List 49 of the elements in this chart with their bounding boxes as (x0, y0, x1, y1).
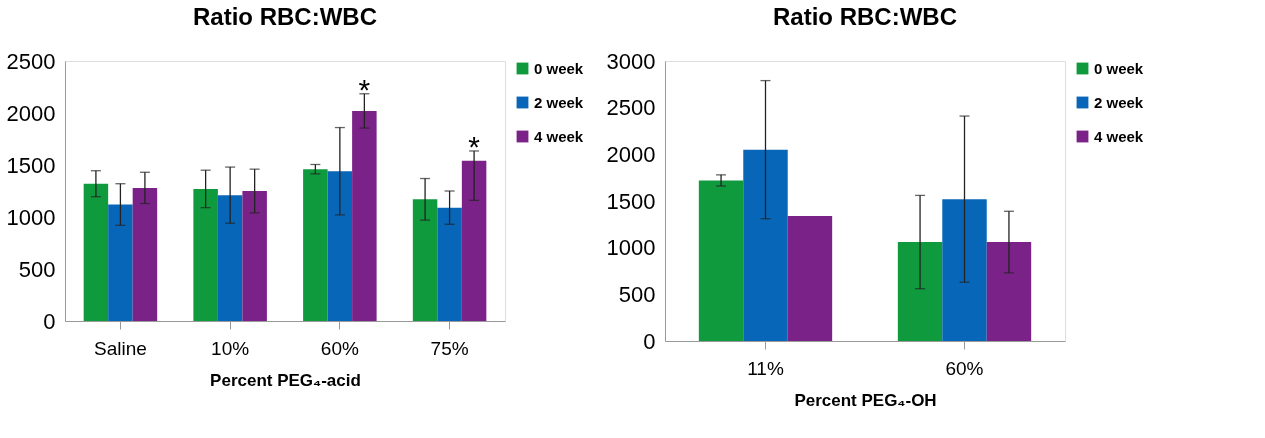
y-tick-label: 1500 (6, 152, 56, 178)
x-tick-label: 10% (211, 337, 250, 359)
bar (986, 242, 1032, 341)
legend-label: 4 week (1094, 127, 1144, 145)
chart-title: Ratio RBC:WBC (193, 3, 377, 30)
bar (412, 199, 438, 321)
bar (743, 149, 788, 341)
x-axis-title: Percent PEG₄-OH (794, 390, 937, 410)
bar (193, 188, 218, 321)
bar (217, 195, 243, 321)
legend-label: 4 week (534, 127, 584, 145)
annotation: * (468, 129, 481, 163)
legend-label: 0 week (1094, 59, 1144, 77)
x-axis-title: Percent PEG₄-acid (210, 370, 361, 390)
y-tick-label: 1000 (6, 204, 56, 230)
bar (698, 180, 744, 341)
annotation: * (358, 72, 371, 106)
legend-label: 2 week (1094, 93, 1144, 111)
y-tick-label: 3000 (606, 48, 656, 74)
bar (897, 242, 943, 341)
y-tick-label: 2000 (6, 100, 56, 126)
bar (352, 110, 377, 321)
bar (132, 187, 158, 321)
bar (461, 160, 487, 321)
y-tick-label: 2500 (6, 48, 56, 74)
x-tick-label: 75% (430, 337, 469, 359)
x-tick-label: 60% (945, 357, 984, 379)
x-tick-label: 11% (747, 357, 784, 379)
bar (437, 207, 462, 321)
y-tick-label: 0 (43, 308, 56, 334)
bar (108, 204, 133, 321)
bar (787, 215, 833, 341)
chart-title: Ratio RBC:WBC (773, 3, 957, 30)
y-tick-label: 2000 (606, 141, 656, 167)
bar (83, 183, 109, 321)
bar (942, 199, 987, 341)
bar (242, 191, 267, 321)
y-tick-label: 500 (618, 281, 656, 307)
bar (303, 169, 328, 321)
legend-label: 2 week (534, 93, 584, 111)
y-tick-label: 1000 (606, 235, 656, 261)
y-tick-label: 1500 (606, 188, 656, 214)
x-tick-label: 60% (320, 337, 359, 359)
y-tick-label: 0 (643, 328, 656, 354)
x-tick-label: Saline (94, 337, 147, 359)
bar (327, 171, 353, 321)
y-tick-label: 500 (18, 256, 56, 282)
legend-label: 0 week (534, 59, 584, 77)
y-tick-label: 2500 (606, 95, 656, 121)
